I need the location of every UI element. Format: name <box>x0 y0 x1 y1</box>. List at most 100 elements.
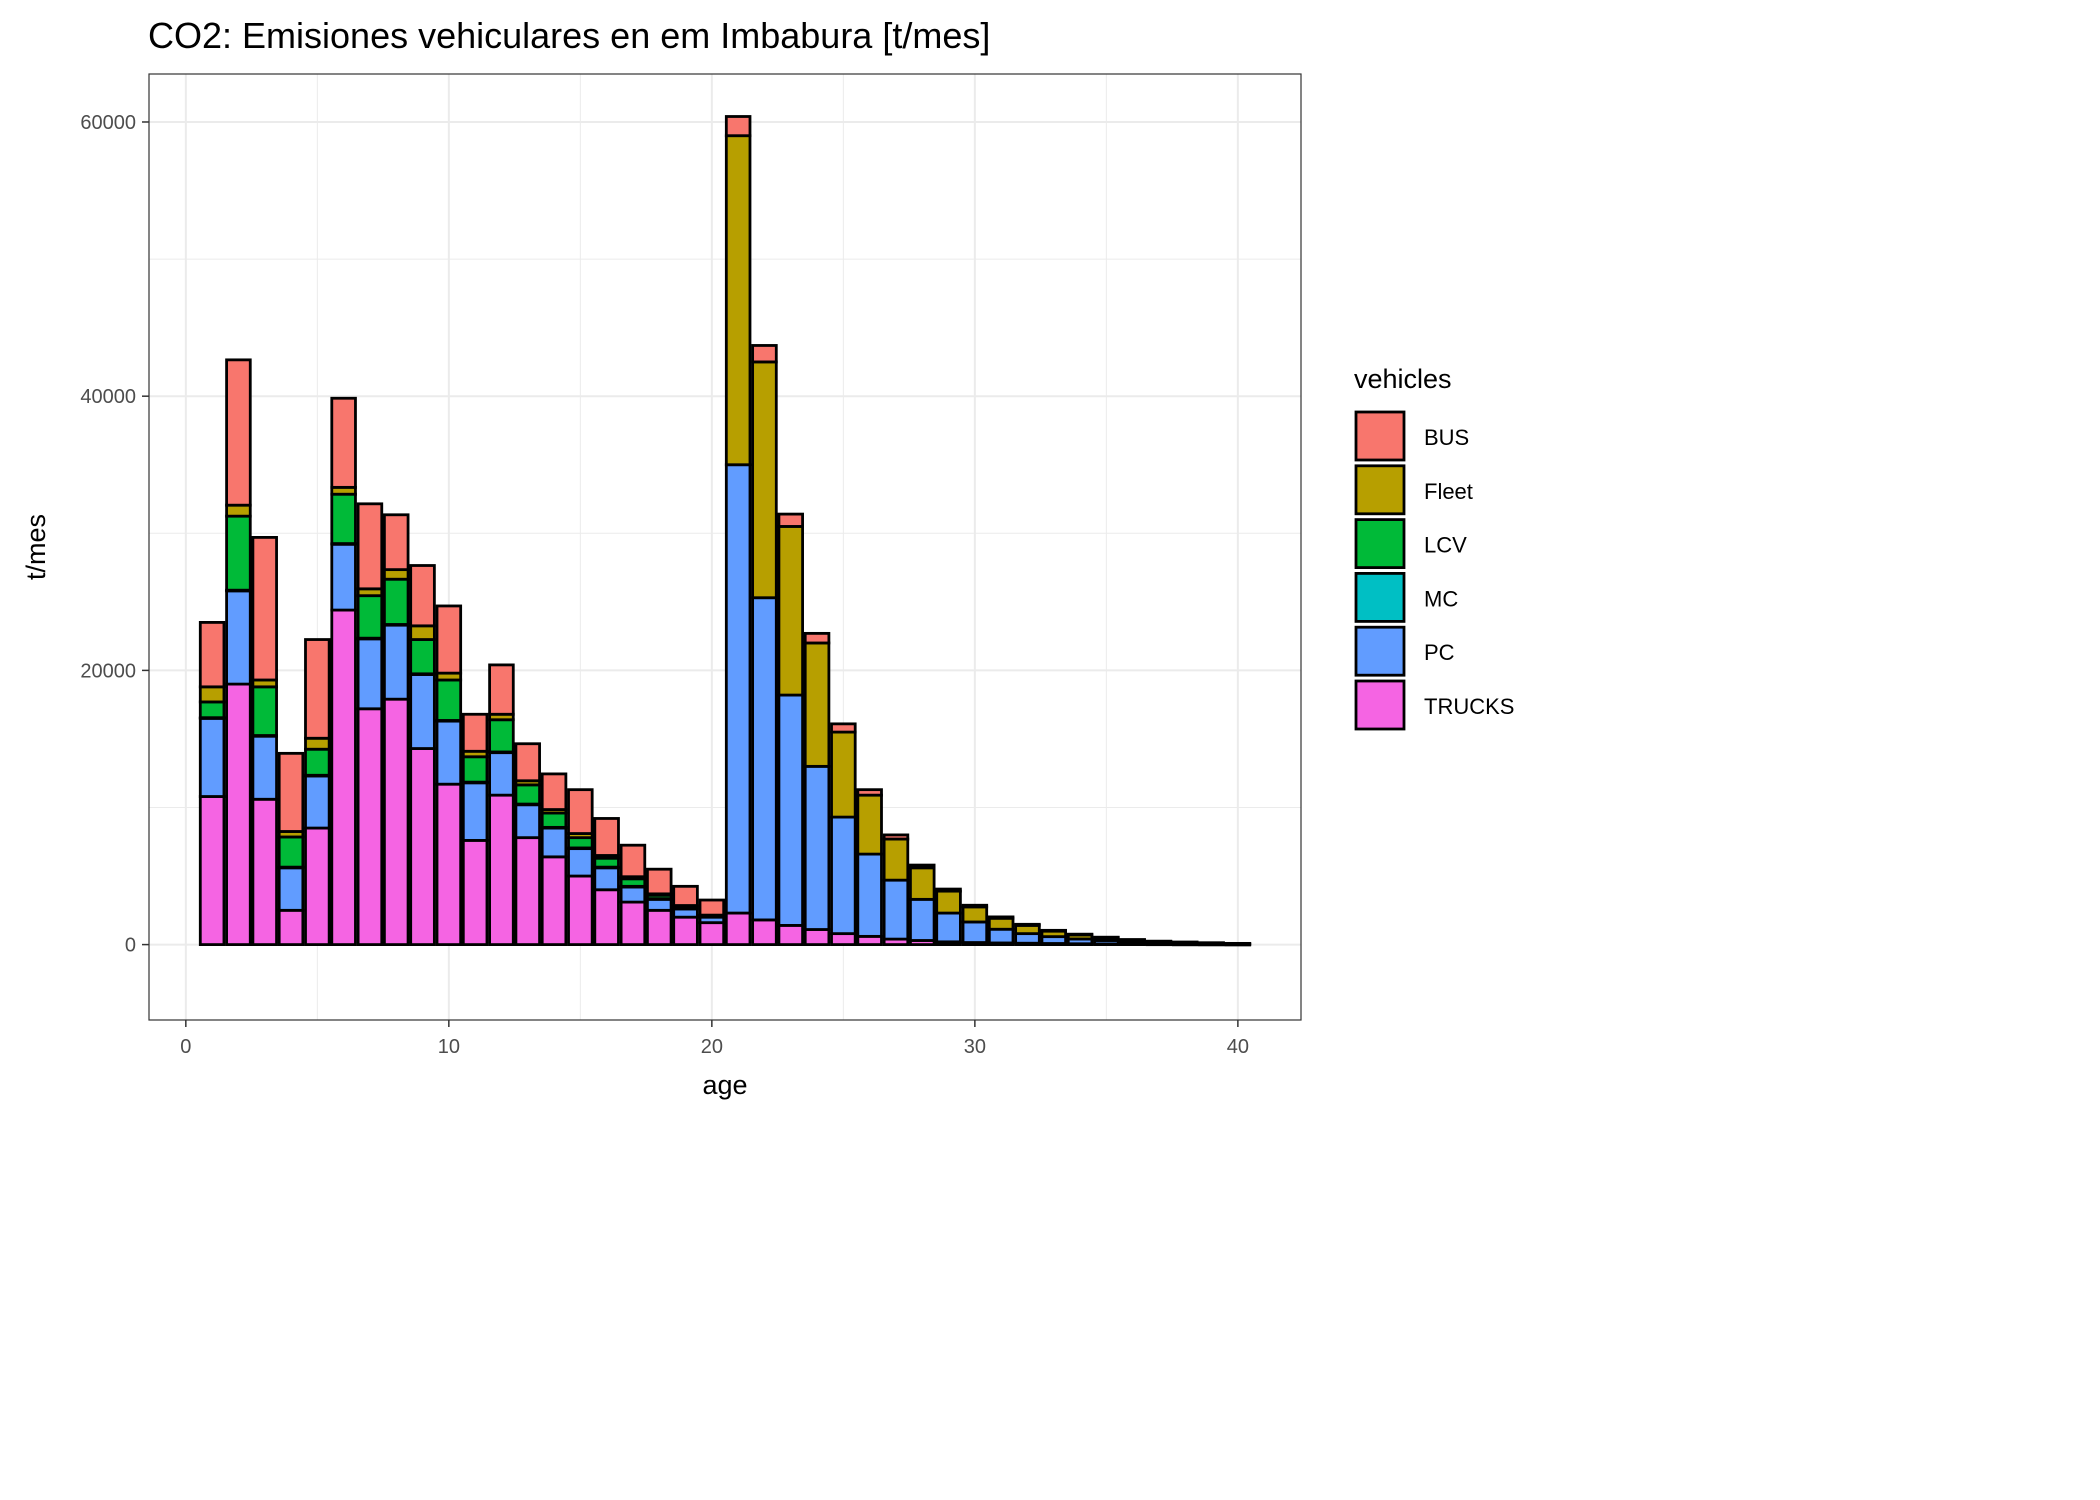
y-axis-title: t/mes <box>21 514 51 580</box>
bar-pc-age-2 <box>225 589 252 686</box>
bar-pc-age-26 <box>856 852 883 938</box>
bar-pc-age-4 <box>277 866 305 912</box>
bar-lcv-age-12 <box>488 718 515 754</box>
bar-pc-age-23 <box>777 693 804 927</box>
bar-pc-age-5 <box>304 774 331 830</box>
bar-fleet-age-2 <box>225 503 252 518</box>
bar-pc-age-25 <box>830 815 857 936</box>
bar-lcv-age-8 <box>382 577 410 626</box>
y-tick-label: 0 <box>125 935 136 957</box>
bar-fleet-age-22 <box>751 360 778 600</box>
bar-bus-age-1 <box>198 621 226 689</box>
x-tick-label: 10 <box>438 1036 460 1058</box>
bar-pc-age-16 <box>593 866 620 892</box>
bar-bus-age-19 <box>672 884 699 907</box>
bar-pc-age-22 <box>751 596 778 922</box>
legend-key-mc <box>1354 572 1406 623</box>
x-tick-label: 40 <box>1227 1036 1249 1058</box>
legend-label-pc: PC <box>1424 640 1455 665</box>
bar-pc-age-18 <box>646 897 673 912</box>
bar-lcv-age-10 <box>435 678 463 722</box>
bar-trucks-age-3 <box>251 797 278 946</box>
bar-pc-age-3 <box>251 734 278 801</box>
x-tick-label: 0 <box>180 1036 191 1058</box>
bar-bus-age-15 <box>567 788 594 835</box>
bar-bus-age-36 <box>1119 938 1146 942</box>
bar-trucks-age-20 <box>698 921 726 946</box>
bar-lcv-age-5 <box>304 747 331 777</box>
bar-trucks-age-12 <box>488 793 515 946</box>
bar-lcv-age-6 <box>330 492 357 545</box>
bar-pc-age-7 <box>356 637 384 711</box>
bar-pc-age-24 <box>803 764 831 931</box>
chart-title: CO2: Emisiones vehiculares en em Imbabur… <box>148 15 990 56</box>
bar-pc-age-28 <box>909 897 936 942</box>
bar-bus-age-26 <box>856 788 883 797</box>
bar-lcv-age-1 <box>198 700 226 720</box>
bar-pc-age-9 <box>409 673 436 750</box>
bar-lcv-age-4 <box>277 835 305 869</box>
bar-bus-age-29 <box>935 887 962 893</box>
bar-bus-age-13 <box>514 742 541 783</box>
bar-trucks-age-17 <box>619 900 647 946</box>
bar-bus-age-39 <box>1198 941 1225 945</box>
bar-lcv-age-7 <box>356 594 384 640</box>
y-tick-label: 20000 <box>80 660 136 682</box>
x-tick-label: 20 <box>701 1036 723 1058</box>
bar-trucks-age-5 <box>304 826 331 946</box>
bar-pc-age-12 <box>488 751 515 797</box>
x-axis-title: age <box>702 1070 747 1100</box>
bar-pc-age-29 <box>935 911 962 944</box>
bar-bus-age-21 <box>724 115 752 138</box>
bar-fleet-age-8 <box>382 568 410 581</box>
bar-lcv-age-2 <box>225 514 252 592</box>
legend-title: vehicles <box>1354 364 1452 394</box>
bar-bus-age-28 <box>909 863 936 870</box>
bar-bus-age-25 <box>830 722 857 734</box>
bar-fleet-age-29 <box>935 889 962 915</box>
legend-label-mc: MC <box>1424 586 1458 611</box>
legend-key-fleet <box>1354 464 1406 516</box>
y-axis: 0 20000 40000 60000 <box>80 112 149 957</box>
bar-lcv-age-3 <box>251 685 278 737</box>
x-axis: 0 10 20 30 40 <box>180 1020 1249 1058</box>
bar-trucks-age-21 <box>724 911 752 946</box>
bar-bus-age-10 <box>435 604 463 675</box>
bar-trucks-age-19 <box>672 915 699 946</box>
bar-trucks-age-11 <box>461 838 489 946</box>
bar-trucks-age-9 <box>409 747 436 946</box>
bar-bus-age-23 <box>777 512 804 528</box>
bar-trucks-age-7 <box>356 707 384 946</box>
bar-trucks-age-10 <box>435 782 463 946</box>
bar-bus-age-24 <box>803 631 831 645</box>
bar-bus-age-6 <box>330 396 357 489</box>
bar-bus-age-3 <box>251 536 278 682</box>
bar-bus-age-40 <box>1224 941 1252 946</box>
bar-pc-age-1 <box>198 716 226 798</box>
bar-bus-age-9 <box>409 564 436 628</box>
bars <box>198 115 1252 947</box>
bar-bus-age-37 <box>1145 939 1173 944</box>
bar-bus-age-12 <box>488 663 515 716</box>
bar-trucks-age-18 <box>646 908 673 946</box>
legend-key-pc <box>1354 625 1406 677</box>
x-tick-label: 30 <box>964 1036 986 1058</box>
bar-pc-age-10 <box>435 719 463 786</box>
legend-key-trucks <box>1354 679 1406 731</box>
bar-bus-age-31 <box>987 915 1015 920</box>
bar-fleet-age-25 <box>830 730 857 819</box>
bar-pc-age-30 <box>961 920 989 944</box>
bar-trucks-age-13 <box>514 836 541 946</box>
legend-key-lcv <box>1354 518 1406 569</box>
bar-pc-age-21 <box>724 463 752 915</box>
bar-trucks-age-16 <box>593 888 620 946</box>
bar-bus-age-11 <box>461 712 489 753</box>
bar-bus-age-8 <box>382 513 410 572</box>
bar-fleet-age-27 <box>882 837 910 882</box>
bar-trucks-age-22 <box>751 918 778 946</box>
bar-pc-age-31 <box>987 927 1015 945</box>
legend: vehicles BUS Fleet LCV MC PC TRUCKS <box>1354 364 1514 731</box>
legend-label-trucks: TRUCKS <box>1424 694 1514 719</box>
bar-pc-age-13 <box>514 803 541 840</box>
bar-bus-age-5 <box>304 638 331 740</box>
